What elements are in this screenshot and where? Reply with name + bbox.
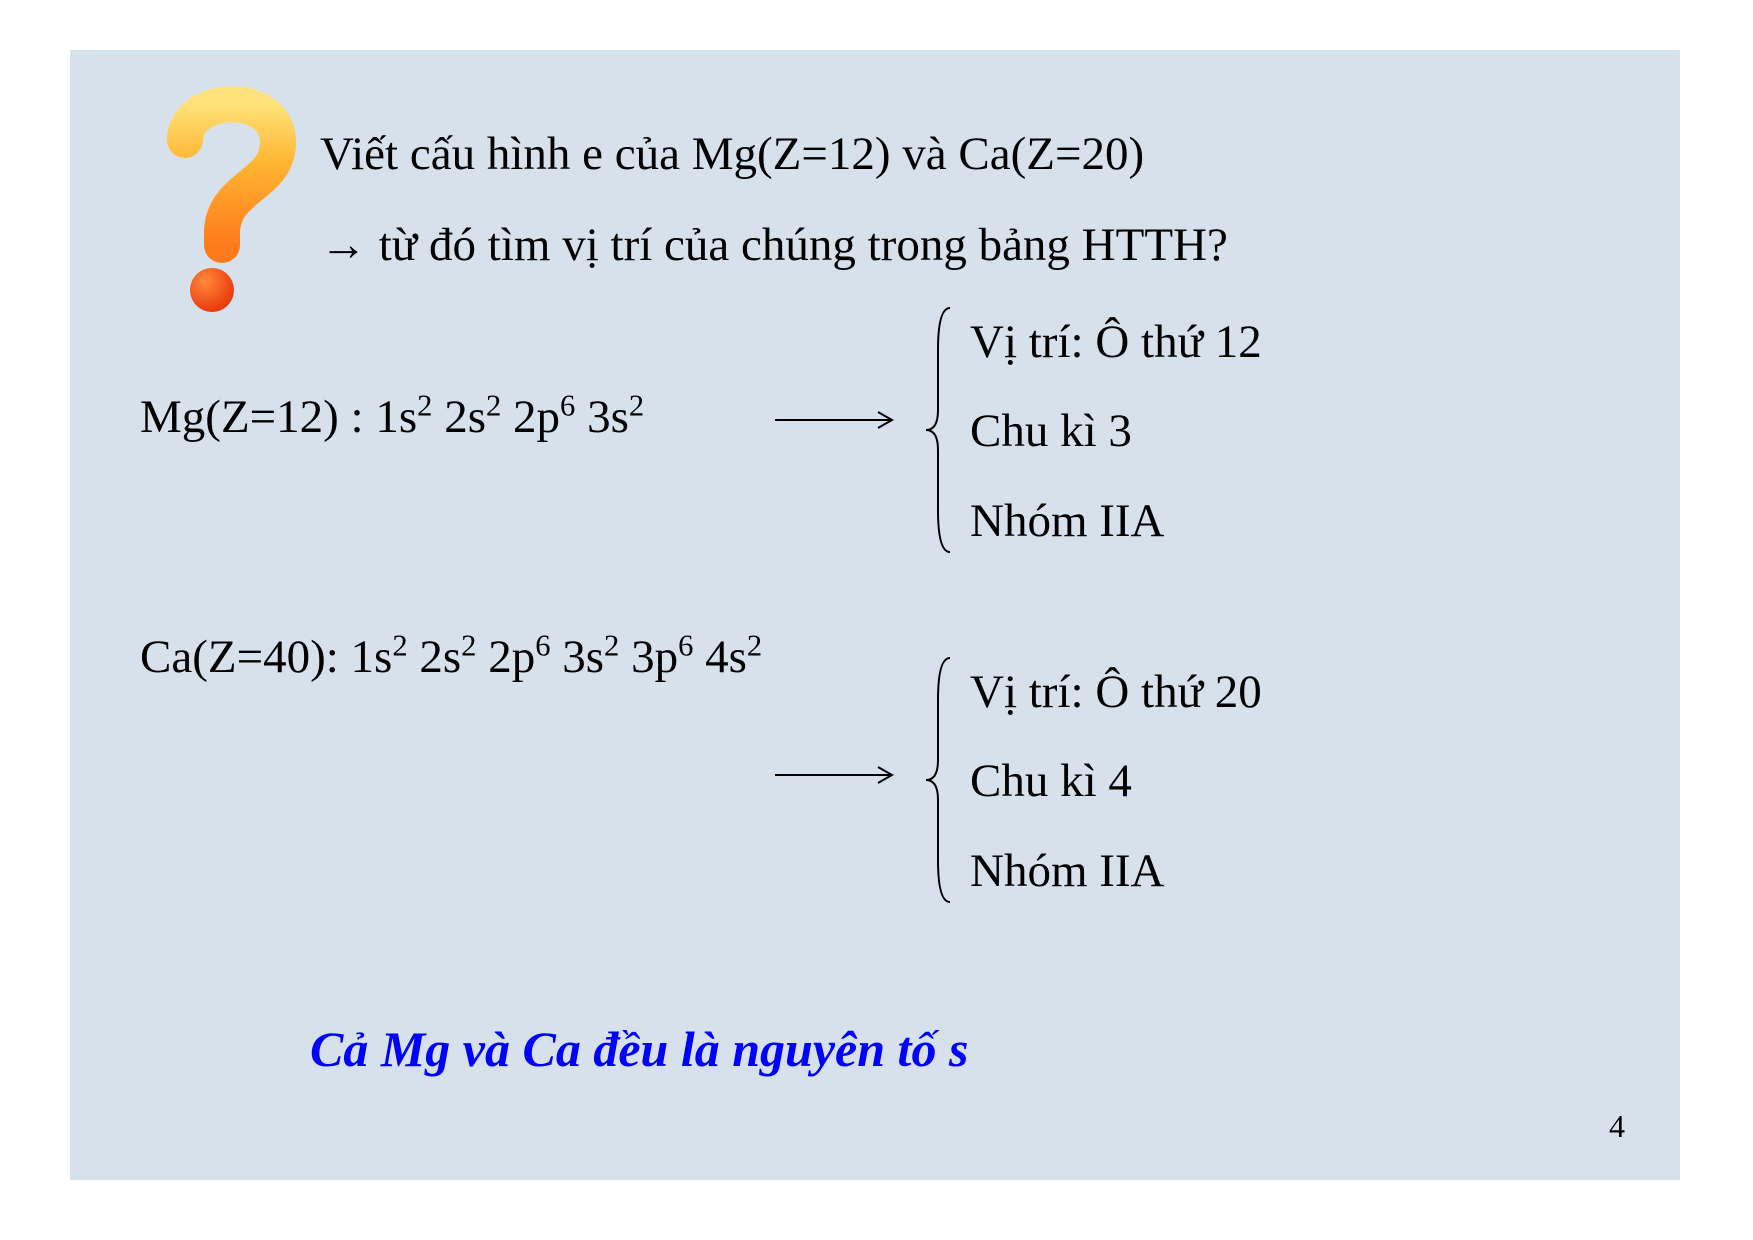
ca-period: Chu kì 4 — [970, 737, 1262, 826]
ca-orb-5: 4s2 — [693, 631, 762, 683]
mg-position: Vị trí: Ô thứ 12 — [970, 298, 1262, 387]
mg-orb-1: 2s2 — [432, 391, 501, 443]
ca-arrow-icon — [770, 760, 910, 790]
mg-group: Nhóm IIA — [970, 477, 1262, 566]
slide: Viết cấu hình e của Mg(Z=12) và Ca(Z=20)… — [70, 50, 1680, 1180]
ca-brace-icon — [920, 650, 960, 910]
mg-period: Chu kì 3 — [970, 387, 1262, 476]
mg-brace-icon — [920, 300, 960, 560]
ca-label: Ca(Z=40): — [140, 631, 351, 683]
ca-orb-4: 3p6 — [619, 631, 693, 683]
question-line1: Viết cấu hình e của Mg(Z=12) và Ca(Z=20) — [320, 110, 1620, 199]
mg-orb-3: 3s2 — [575, 391, 644, 443]
ca-orb-0: 1s2 — [351, 631, 408, 683]
question-line2: → từ đó tìm vị trí của chúng trong bảng … — [320, 199, 1620, 290]
mg-orb-0: 1s2 — [375, 391, 432, 443]
ca-config: Ca(Z=40): 1s2 2s2 2p6 3s2 3p6 4s2 — [140, 630, 762, 684]
ca-orb-1: 2s2 — [408, 631, 477, 683]
mg-results: Vị trí: Ô thứ 12 Chu kì 3 Nhóm IIA — [970, 298, 1262, 566]
mg-orb-2: 2p6 — [501, 391, 575, 443]
ca-group: Nhóm IIA — [970, 827, 1262, 916]
ca-position: Vị trí: Ô thứ 20 — [970, 648, 1262, 737]
ca-results: Vị trí: Ô thứ 20 Chu kì 4 Nhóm IIA — [970, 648, 1262, 916]
mg-config: Mg(Z=12) : 1s2 2s2 2p6 3s2 — [140, 390, 644, 444]
conclusion: Cả Mg và Ca đều là nguyên tố s — [310, 1020, 968, 1078]
question-line2-rest: từ đó tìm vị trí của chúng trong bảng HT… — [367, 219, 1228, 271]
question-text: Viết cấu hình e của Mg(Z=12) và Ca(Z=20)… — [320, 110, 1620, 291]
mg-label: Mg(Z=12) : — [140, 391, 375, 443]
mg-arrow-icon — [770, 405, 910, 435]
arrow-icon: → — [320, 217, 367, 270]
question-mark-icon — [150, 75, 310, 315]
ca-orb-2: 2p6 — [476, 631, 550, 683]
ca-orb-3: 3s2 — [550, 631, 619, 683]
page-number: 4 — [1609, 1108, 1625, 1145]
